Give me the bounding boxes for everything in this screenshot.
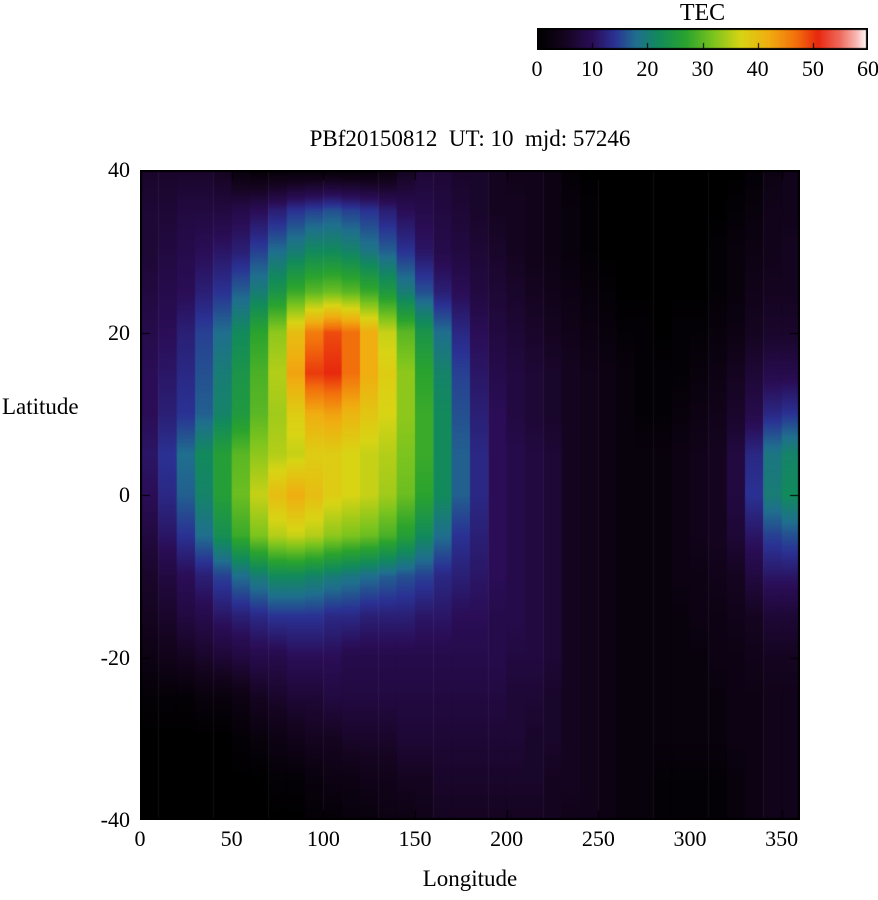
colorbar-tick-label: 60 [857, 56, 878, 81]
y-tick-label: 0 [119, 482, 130, 507]
y-tick-label: 40 [108, 157, 130, 182]
colorbar-tick-label: 0 [531, 56, 543, 81]
colorbar [537, 28, 868, 50]
x-tick-label: 200 [490, 826, 524, 851]
x-tick-label: 300 [673, 826, 707, 851]
x-tick-label: 50 [220, 826, 243, 851]
x-tick-label: 150 [398, 826, 432, 851]
x-tick-label: 0 [134, 826, 146, 851]
plot-title: PBf20150812 UT: 10 mjd: 57246 [309, 126, 631, 151]
colorbar-tick-label: 10 [581, 56, 604, 81]
y-axis-label: Latitude [2, 394, 79, 419]
colorbar-title: TEC [679, 0, 726, 26]
colorbar-tick-label: 40 [746, 56, 769, 81]
colorbar-tick-label: 50 [801, 56, 824, 81]
y-tick-label: -40 [100, 807, 130, 832]
x-tick-label: 350 [765, 826, 799, 851]
colorbar-tick-label: 20 [636, 56, 659, 81]
y-tick-label: 20 [108, 319, 130, 345]
colorbar-tick-label: 30 [691, 56, 714, 81]
x-tick-label: 100 [306, 826, 340, 851]
tec-heatmap [140, 170, 800, 820]
x-axis-label: Longitude [422, 866, 518, 891]
x-tick-label: 250 [581, 826, 615, 851]
y-tick-label: -20 [100, 644, 130, 670]
